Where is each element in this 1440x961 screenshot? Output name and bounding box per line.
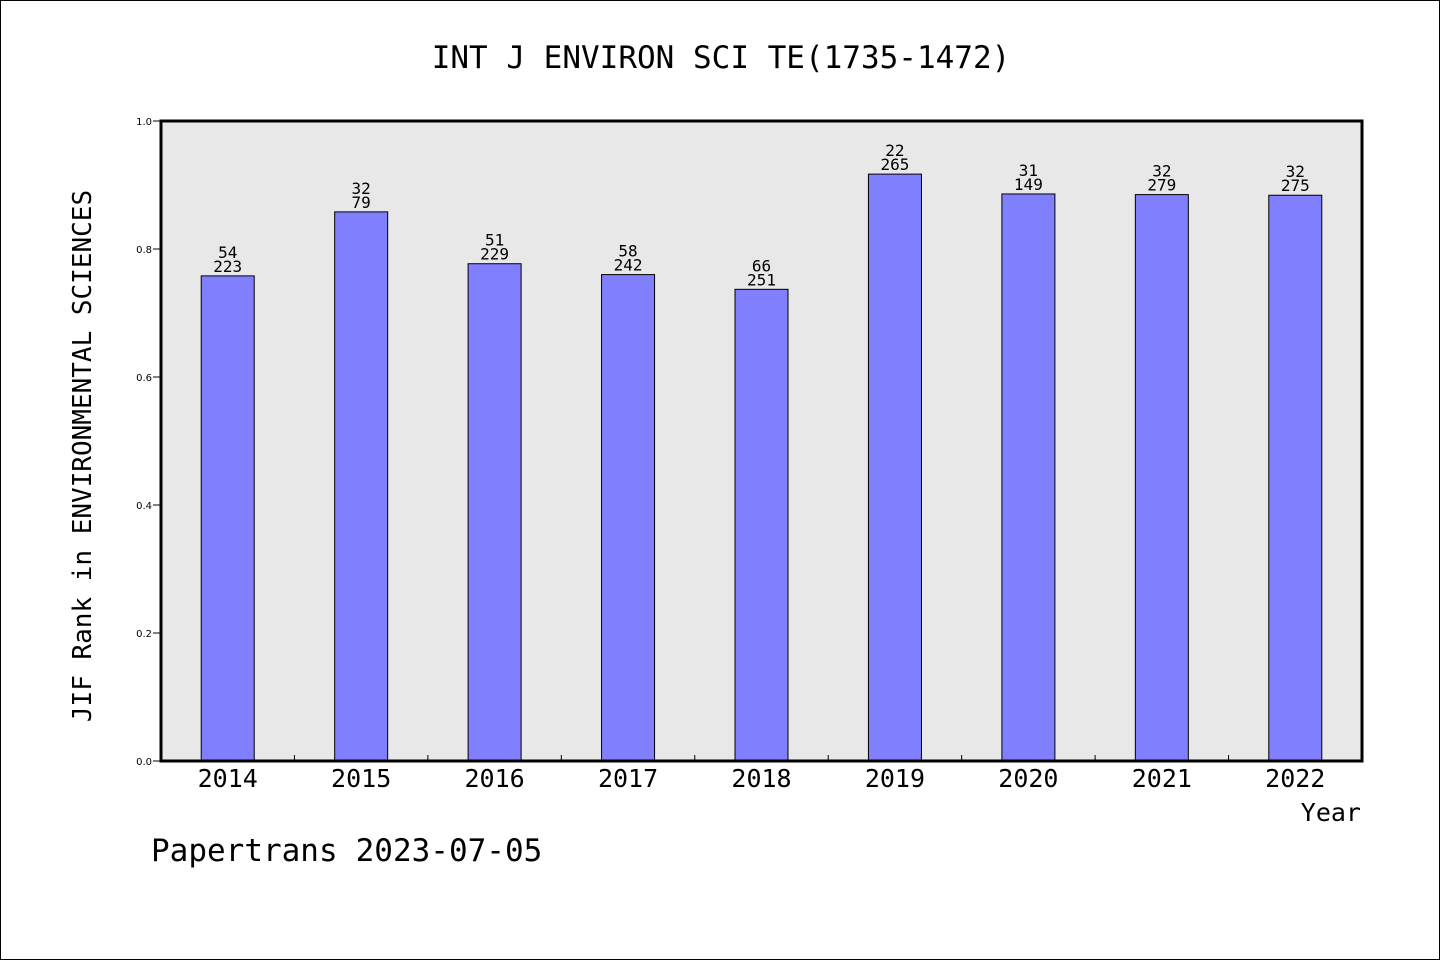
bar-label-rank: 54: [218, 243, 237, 262]
bar-2020: [1001, 193, 1056, 762]
bar-2016: [467, 263, 522, 762]
y-tick-label: 0.4: [136, 501, 152, 512]
bar-2018: [734, 288, 789, 762]
bar-label-rank: 66: [752, 256, 771, 275]
bar-label-total: 275: [1281, 176, 1310, 195]
x-tick-label: 2021: [1132, 764, 1192, 793]
x-tick-label: 2017: [598, 764, 658, 793]
y-tick-label: 0.6: [136, 373, 152, 384]
footer-source: Papertrans: [151, 833, 338, 869]
bar-label-rank: 32: [1286, 162, 1305, 181]
bar-label-total: 279: [1147, 176, 1176, 195]
x-tick-label: 2018: [731, 764, 791, 793]
footer-date: 2023-07-05: [355, 833, 543, 869]
x-tick-label: 2015: [331, 764, 391, 793]
x-tick-label: 2014: [198, 764, 258, 793]
bar-2019: [867, 173, 922, 762]
bar-2021: [1134, 194, 1189, 762]
x-tick-label: 2020: [998, 764, 1058, 793]
bar-label-rank: 58: [618, 242, 637, 261]
y-tick-label: 0.0: [136, 757, 152, 768]
bar-label-total: 79: [352, 193, 371, 212]
bar-label-rank: 32: [1152, 162, 1171, 181]
bar-label-total: 242: [614, 256, 643, 275]
x-tick-label: 2016: [465, 764, 525, 793]
bar-label-total: 251: [747, 270, 776, 289]
plot-border: [159, 119, 1364, 763]
bar-label-rank: 22: [885, 141, 904, 160]
bar-2015: [334, 211, 389, 762]
bar-label-total: 265: [880, 155, 909, 174]
bar-label-total: 149: [1014, 175, 1043, 194]
y-tick-label: 1.0: [136, 117, 152, 128]
bar-2017: [601, 274, 656, 762]
footer-credit: Papertrans 2023-07-05: [151, 833, 560, 869]
bar-label-total: 229: [480, 245, 509, 264]
x-axis-label: Year: [1301, 798, 1361, 827]
x-tick-label: 2022: [1265, 764, 1325, 793]
bar-label-rank: 32: [352, 179, 371, 198]
bar-label-rank: 31: [1019, 161, 1038, 180]
bar-label-total: 223: [213, 257, 242, 276]
chart-title: INT J ENVIRON SCI TE(1735-1472): [432, 40, 1011, 76]
bar-2014: [200, 275, 255, 762]
bar-2022: [1268, 194, 1323, 762]
y-tick-label: 0.2: [136, 629, 152, 640]
x-tick-label: 2019: [865, 764, 925, 793]
y-axis-label: JIF Rank in ENVIRONMENTAL SCIENCES: [68, 190, 98, 722]
y-tick-label: 0.8: [136, 245, 152, 256]
bar-label-rank: 51: [485, 231, 504, 250]
